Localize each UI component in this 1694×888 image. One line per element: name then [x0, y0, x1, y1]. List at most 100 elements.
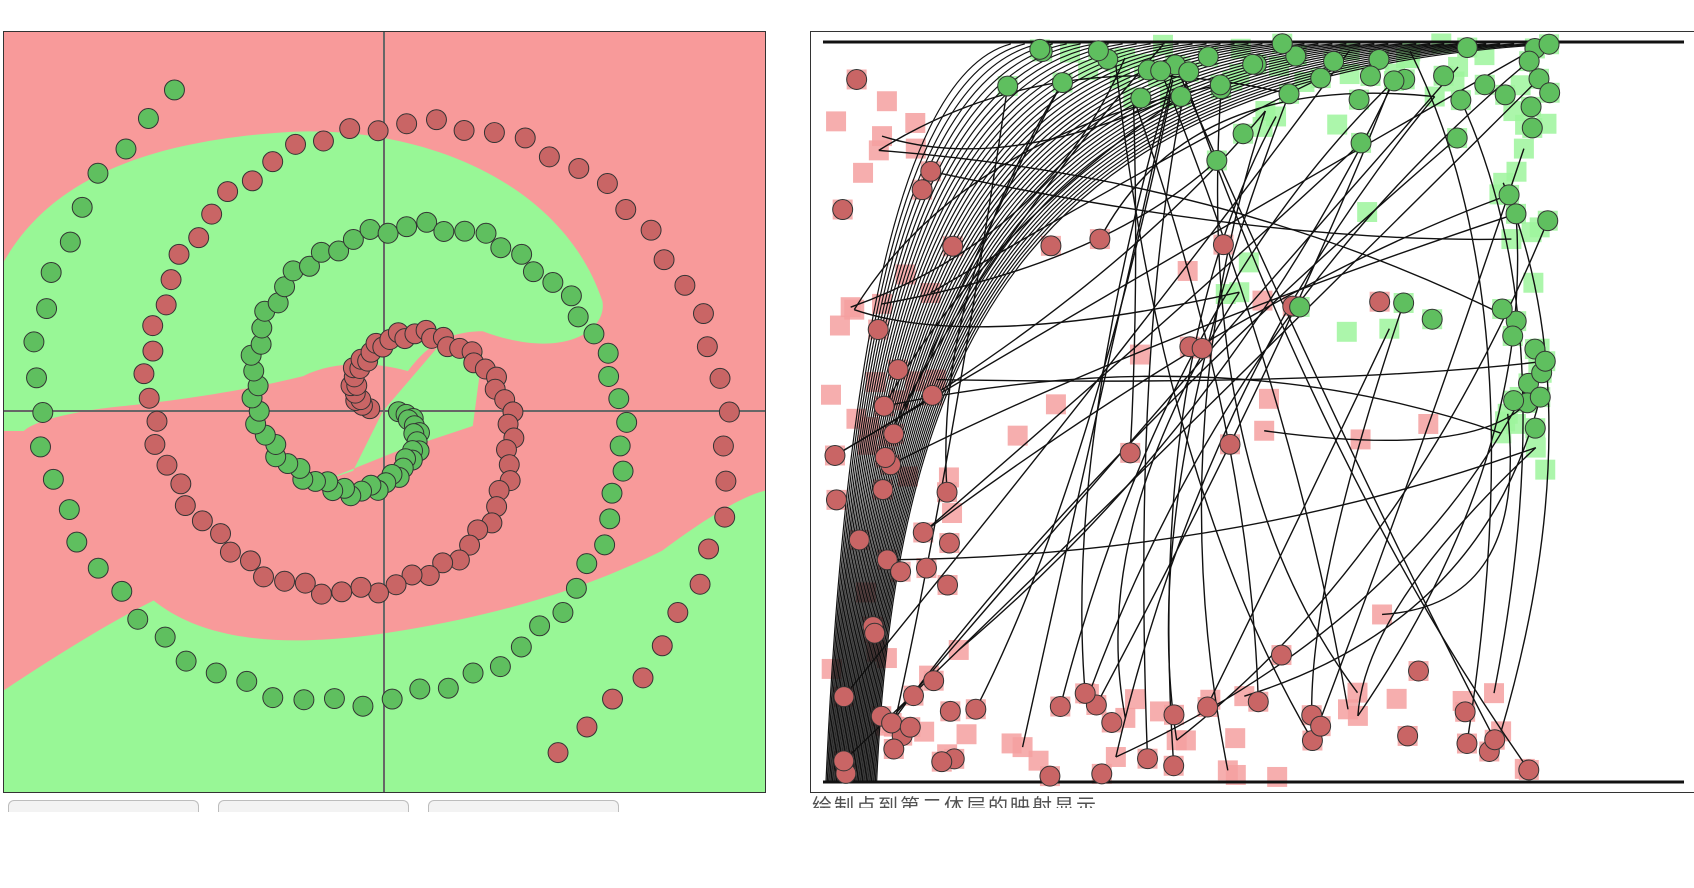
grid-line: [1460, 99, 1524, 694]
grid-line: [873, 43, 1529, 783]
green-point: [1446, 127, 1468, 149]
red-point: [274, 570, 296, 592]
green-point: [597, 342, 619, 364]
red-point: [568, 157, 590, 179]
green-point: [1524, 417, 1546, 439]
green-point: [462, 662, 484, 684]
red-point: [170, 473, 192, 495]
red-point: [1163, 755, 1185, 777]
green-point: [475, 222, 497, 244]
red-point: [881, 712, 903, 734]
decision-boundary-plot[interactable]: [3, 31, 766, 793]
grid-line: [1088, 60, 1530, 695]
red-point: [712, 435, 734, 457]
control-button-3[interactable]: [428, 800, 619, 812]
red-point: [1091, 763, 1113, 785]
green-point: [1359, 65, 1381, 87]
control-button-1[interactable]: [8, 800, 199, 812]
grid-line: [830, 43, 1067, 783]
red-point: [848, 529, 870, 551]
grid-line: [837, 43, 1137, 783]
green-grid-square: [1535, 459, 1556, 480]
grid-line: [842, 43, 1193, 783]
red-point: [833, 686, 855, 708]
red-point: [915, 557, 937, 579]
hidden-layer-projection-plot[interactable]: [810, 31, 1694, 793]
grid-line: [1382, 413, 1512, 616]
red-point: [718, 401, 740, 423]
green-grid-square: [1339, 64, 1360, 85]
green-point: [542, 271, 564, 293]
green-point: [293, 689, 315, 711]
red-point: [921, 384, 943, 406]
green-point: [1456, 37, 1478, 59]
red-point: [883, 423, 905, 445]
red-point: [667, 602, 689, 623]
green-point: [594, 534, 616, 556]
green-point: [127, 608, 149, 630]
red-point: [1310, 715, 1332, 737]
grid-line: [1409, 51, 1493, 744]
red-point: [920, 160, 942, 182]
red-point: [692, 303, 714, 325]
red-grid-square: [1001, 733, 1022, 754]
grid-line: [1500, 182, 1550, 732]
red-point: [824, 445, 846, 466]
grid-line: [869, 43, 1487, 783]
red-point: [1074, 682, 1096, 704]
green-point: [205, 662, 227, 684]
grid-line: [1132, 97, 1259, 702]
green-point: [601, 482, 623, 504]
red-grid-square: [826, 111, 847, 132]
red-point: [936, 481, 958, 503]
green-point: [522, 261, 544, 283]
grid-line: [1200, 110, 1267, 771]
red-point: [191, 510, 213, 532]
grid-line: [1216, 88, 1359, 694]
green-point: [1285, 45, 1307, 67]
green-point: [1278, 83, 1300, 105]
red-point: [156, 454, 178, 476]
green-grid-square: [1510, 75, 1531, 96]
red-point: [312, 130, 334, 152]
red-point: [310, 583, 332, 605]
red-grid-square: [1372, 604, 1393, 625]
grid-line: [887, 446, 1537, 561]
red-point: [873, 395, 895, 417]
green-point: [616, 411, 638, 433]
red-point: [942, 235, 964, 257]
red-grid-square: [1105, 747, 1126, 767]
red-point: [210, 523, 232, 545]
control-button-2[interactable]: [218, 800, 409, 812]
grid-line: [1244, 396, 1541, 697]
grid-line: [843, 49, 1351, 698]
grid-line: [839, 43, 1165, 783]
green-point: [30, 436, 51, 458]
green-point: [87, 162, 109, 184]
red-point: [188, 227, 210, 249]
grid-line: [834, 43, 1109, 783]
red-point: [1369, 291, 1391, 313]
green-point: [997, 75, 1019, 97]
grid-line: [1357, 213, 1519, 717]
green-point: [87, 557, 109, 579]
red-point: [160, 269, 182, 291]
red-point: [923, 670, 945, 692]
green-point: [32, 402, 54, 423]
green-point: [23, 331, 45, 353]
green-point: [1348, 89, 1370, 111]
red-point: [1089, 228, 1111, 250]
green-point: [1534, 350, 1556, 372]
red-point: [867, 319, 889, 340]
green-point: [71, 196, 93, 218]
grid-line: [868, 43, 1473, 783]
grid-line: [890, 213, 1517, 466]
green-point: [1537, 210, 1559, 232]
green-point: [608, 388, 630, 410]
green-point: [598, 366, 620, 387]
red-point: [219, 541, 241, 563]
red-point: [709, 367, 731, 389]
green-point: [352, 695, 374, 717]
green-point: [1383, 70, 1405, 92]
